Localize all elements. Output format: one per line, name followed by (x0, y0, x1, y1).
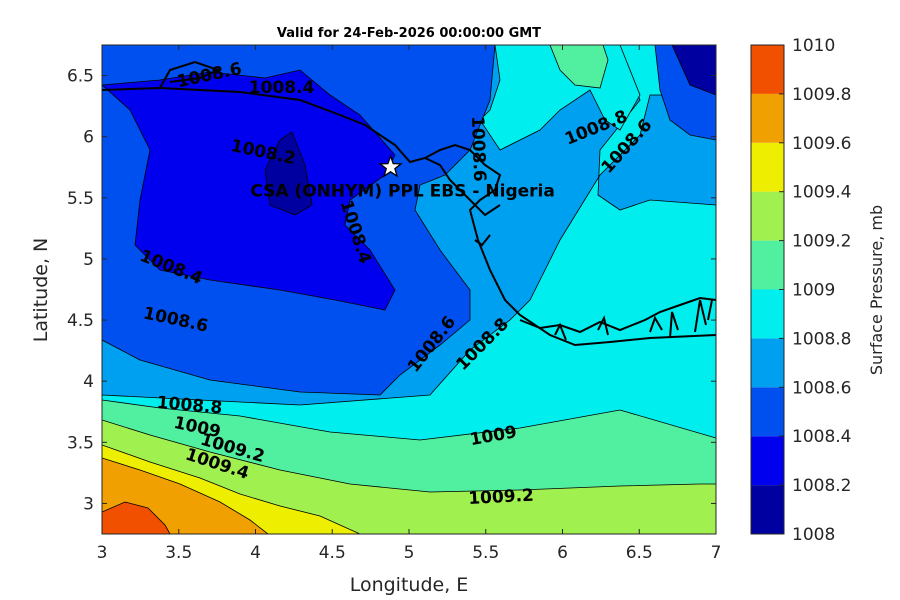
level-1008.2-region (671, 45, 716, 96)
y-tick-label: 6.5 (67, 67, 94, 87)
colorbar-swatch (751, 289, 784, 339)
colorbar-swatch (751, 142, 784, 192)
y-axis-label: Latitude, N (30, 238, 52, 343)
colorbar-tick-label: 1009 (792, 281, 835, 301)
colorbar-tick-label: 1009.6 (792, 134, 851, 154)
contour-fill (102, 45, 716, 534)
level-1008-region (264, 131, 313, 216)
x-tick-label: 6.5 (626, 543, 653, 563)
colorbar: 1008 1008.2 1008.4 1008.6 1008.8 1009 1009.2 10… (750, 36, 851, 545)
colorbar-tick-label: 1008.4 (792, 427, 851, 447)
colorbar-tick-label: 1008 (792, 525, 835, 545)
level-1009-region (549, 45, 609, 89)
x-tick-label: 5.5 (472, 543, 499, 563)
colorbar-tick-label: 1010 (792, 36, 835, 56)
level-1009.8-region (102, 501, 171, 534)
colorbar-tick-label: 1009.2 (792, 232, 851, 252)
x-axis-label: Longitude, E (350, 574, 469, 596)
y-tick-label: 6 (83, 128, 94, 148)
level-1008.2-region (102, 69, 396, 311)
colorbar-tick-label: 1009.8 (792, 85, 851, 105)
site: CSA (ONHYM) PPL EBS - Nigeria (250, 154, 555, 201)
x-tick-label: 4.5 (319, 543, 346, 563)
x-tick-label: 6 (557, 543, 568, 563)
x-tick-label: 4 (250, 543, 261, 563)
y-tick-label: 5 (83, 250, 94, 270)
coastline (102, 60, 716, 347)
star-icon (378, 154, 403, 178)
contour-label: 1008.6 (467, 116, 489, 182)
colorbar-swatch (751, 93, 784, 143)
colorbar-swatch (751, 338, 784, 388)
colorbar-swatch (751, 191, 784, 241)
x-tick-label: 3.5 (165, 543, 192, 563)
x-tick-label: 3 (97, 543, 108, 563)
colorbar-swatch (751, 485, 784, 534)
map-title: Valid for 24-Feb-2026 00:00:00 GMT (277, 26, 541, 41)
colorbar-tick-label: 1008.6 (792, 378, 851, 398)
contour-label: 1008.4 (249, 78, 315, 98)
colorbar-swatch (751, 45, 784, 94)
y-tick-label: 5.5 (67, 189, 94, 209)
y-tick-label: 4.5 (67, 311, 94, 331)
axis-ticks: 3 3.5 4 4.5 5 5.5 6 6.5 7 3 3.5 4 4.5 5 5.5 6 6.5 (67, 45, 721, 563)
x-tick-label: 7 (711, 543, 722, 563)
y-tick-label: 3 (83, 494, 94, 514)
y-tick-label: 4 (83, 372, 94, 392)
colorbar-tick-label: 1008.2 (792, 476, 851, 496)
colorbar-swatch (751, 240, 784, 290)
site-label: CSA (ONHYM) PPL EBS - Nigeria (250, 181, 555, 201)
contour-label: 1009.2 (468, 486, 535, 509)
colorbar-swatch (751, 387, 784, 437)
y-tick-label: 3.5 (67, 433, 94, 453)
x-tick-label: 5 (404, 543, 415, 563)
colorbar-label: Surface Pressure, mb (867, 205, 886, 375)
colorbar-tick-label: 1009.4 (792, 183, 851, 203)
level-1008.8-region (102, 45, 716, 534)
colorbar-tick-label: 1008.8 (792, 329, 851, 349)
colorbar-swatch (751, 436, 784, 486)
